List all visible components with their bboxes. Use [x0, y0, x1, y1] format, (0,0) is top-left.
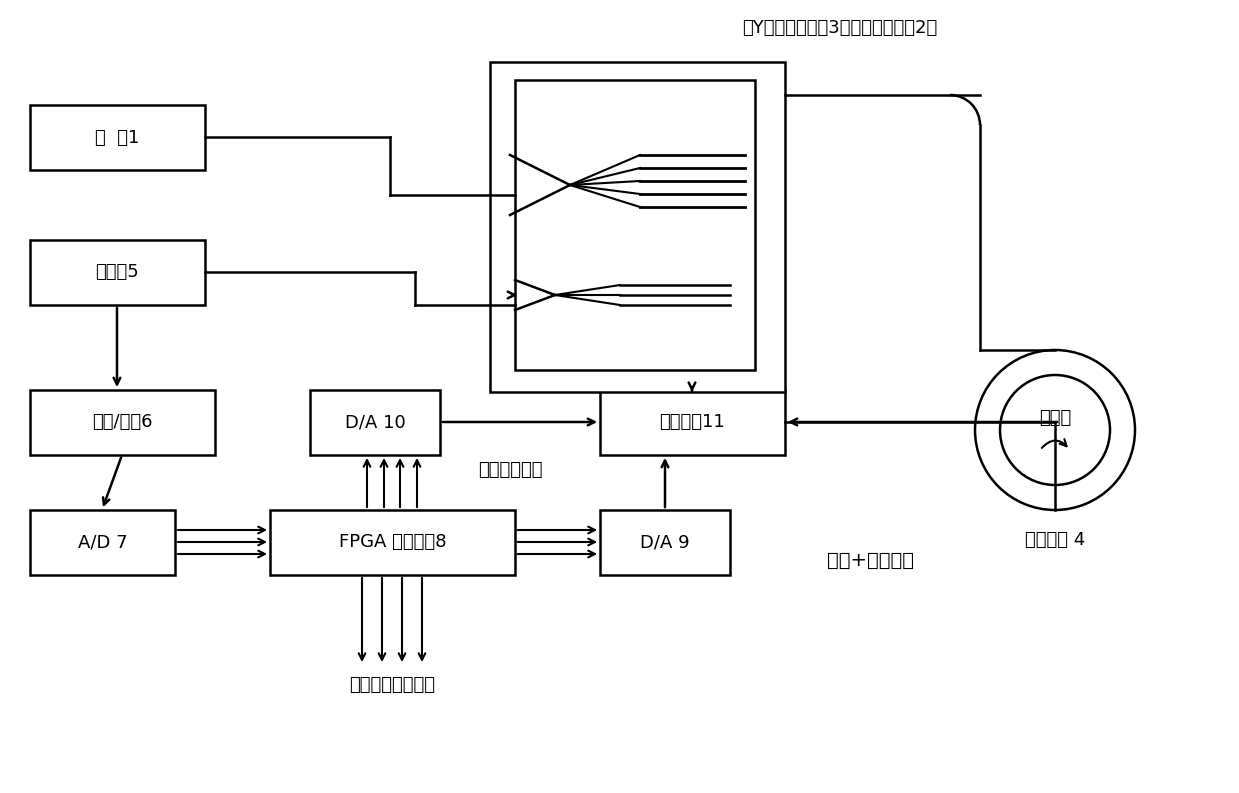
Bar	[30, 240, 204, 305]
Bar	[30, 390, 216, 455]
Text: FPGA 逻辑电路8: FPGA 逻辑电路8	[338, 534, 446, 551]
Text: 前放/滤波6: 前放/滤波6	[92, 413, 152, 431]
Text: A/D 7: A/D 7	[78, 534, 128, 551]
Text: 角速度: 角速度	[1038, 409, 1072, 427]
Text: D/A 10: D/A 10	[344, 413, 405, 431]
Text: 双Y集成光学芯片3（含光纤耦合刨2）: 双Y集成光学芯片3（含光纤耦合刨2）	[742, 19, 938, 37]
Bar	[30, 510, 175, 575]
Bar	[600, 390, 786, 455]
Bar	[30, 105, 204, 170]
Bar	[489, 62, 786, 392]
Bar	[270, 510, 515, 575]
Text: 复位误差控制: 复位误差控制	[478, 461, 543, 479]
Bar	[310, 390, 440, 455]
Text: 陀螺数字输出信号: 陀螺数字输出信号	[349, 676, 435, 694]
Text: D/A 9: D/A 9	[641, 534, 690, 551]
Text: 探测劃5: 探测劃5	[95, 263, 139, 282]
Text: 光纤线圈 4: 光纤线圈 4	[1025, 531, 1085, 549]
Bar	[600, 510, 730, 575]
Text: 反馈+调制信号: 反馈+调制信号	[826, 550, 913, 569]
Text: 光  源1: 光 源1	[95, 128, 140, 147]
Text: 增益控刴11: 增益控刴11	[659, 413, 725, 431]
Bar	[515, 80, 755, 370]
